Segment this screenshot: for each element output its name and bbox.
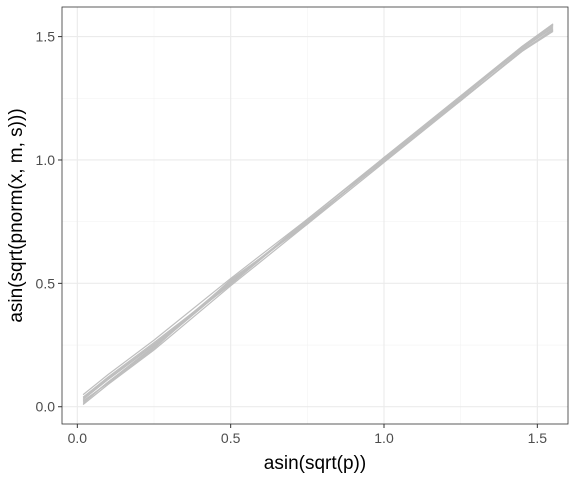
x-tick-label: 1.5 (528, 430, 548, 446)
series-line-7 (82, 23, 554, 399)
grid (62, 7, 568, 424)
series-line-6 (82, 27, 554, 404)
plot-panel-border (61, 6, 569, 425)
x-tick-label: 1.0 (374, 430, 394, 446)
x-tick-label: 0.5 (221, 430, 241, 446)
series-lines (82, 23, 554, 405)
y-tick-label: 1.0 (36, 152, 56, 168)
x-axis-title: asin(sqrt(p)) (264, 453, 366, 474)
y-axis-title: asin(sqrt(pnorm(x, m, s))) (6, 108, 27, 322)
series-line-8 (82, 29, 554, 402)
series-line-5 (82, 24, 554, 398)
y-tick-label: 1.5 (36, 29, 56, 45)
x-tick-label: 0.0 (68, 430, 88, 446)
y-tick-label: 0.5 (36, 275, 56, 291)
axis-ticks: 0.0 0.5 1.0 1.5 0.0 0.5 1.0 1.5 (36, 29, 548, 446)
y-tick-label: 0.0 (36, 399, 56, 415)
